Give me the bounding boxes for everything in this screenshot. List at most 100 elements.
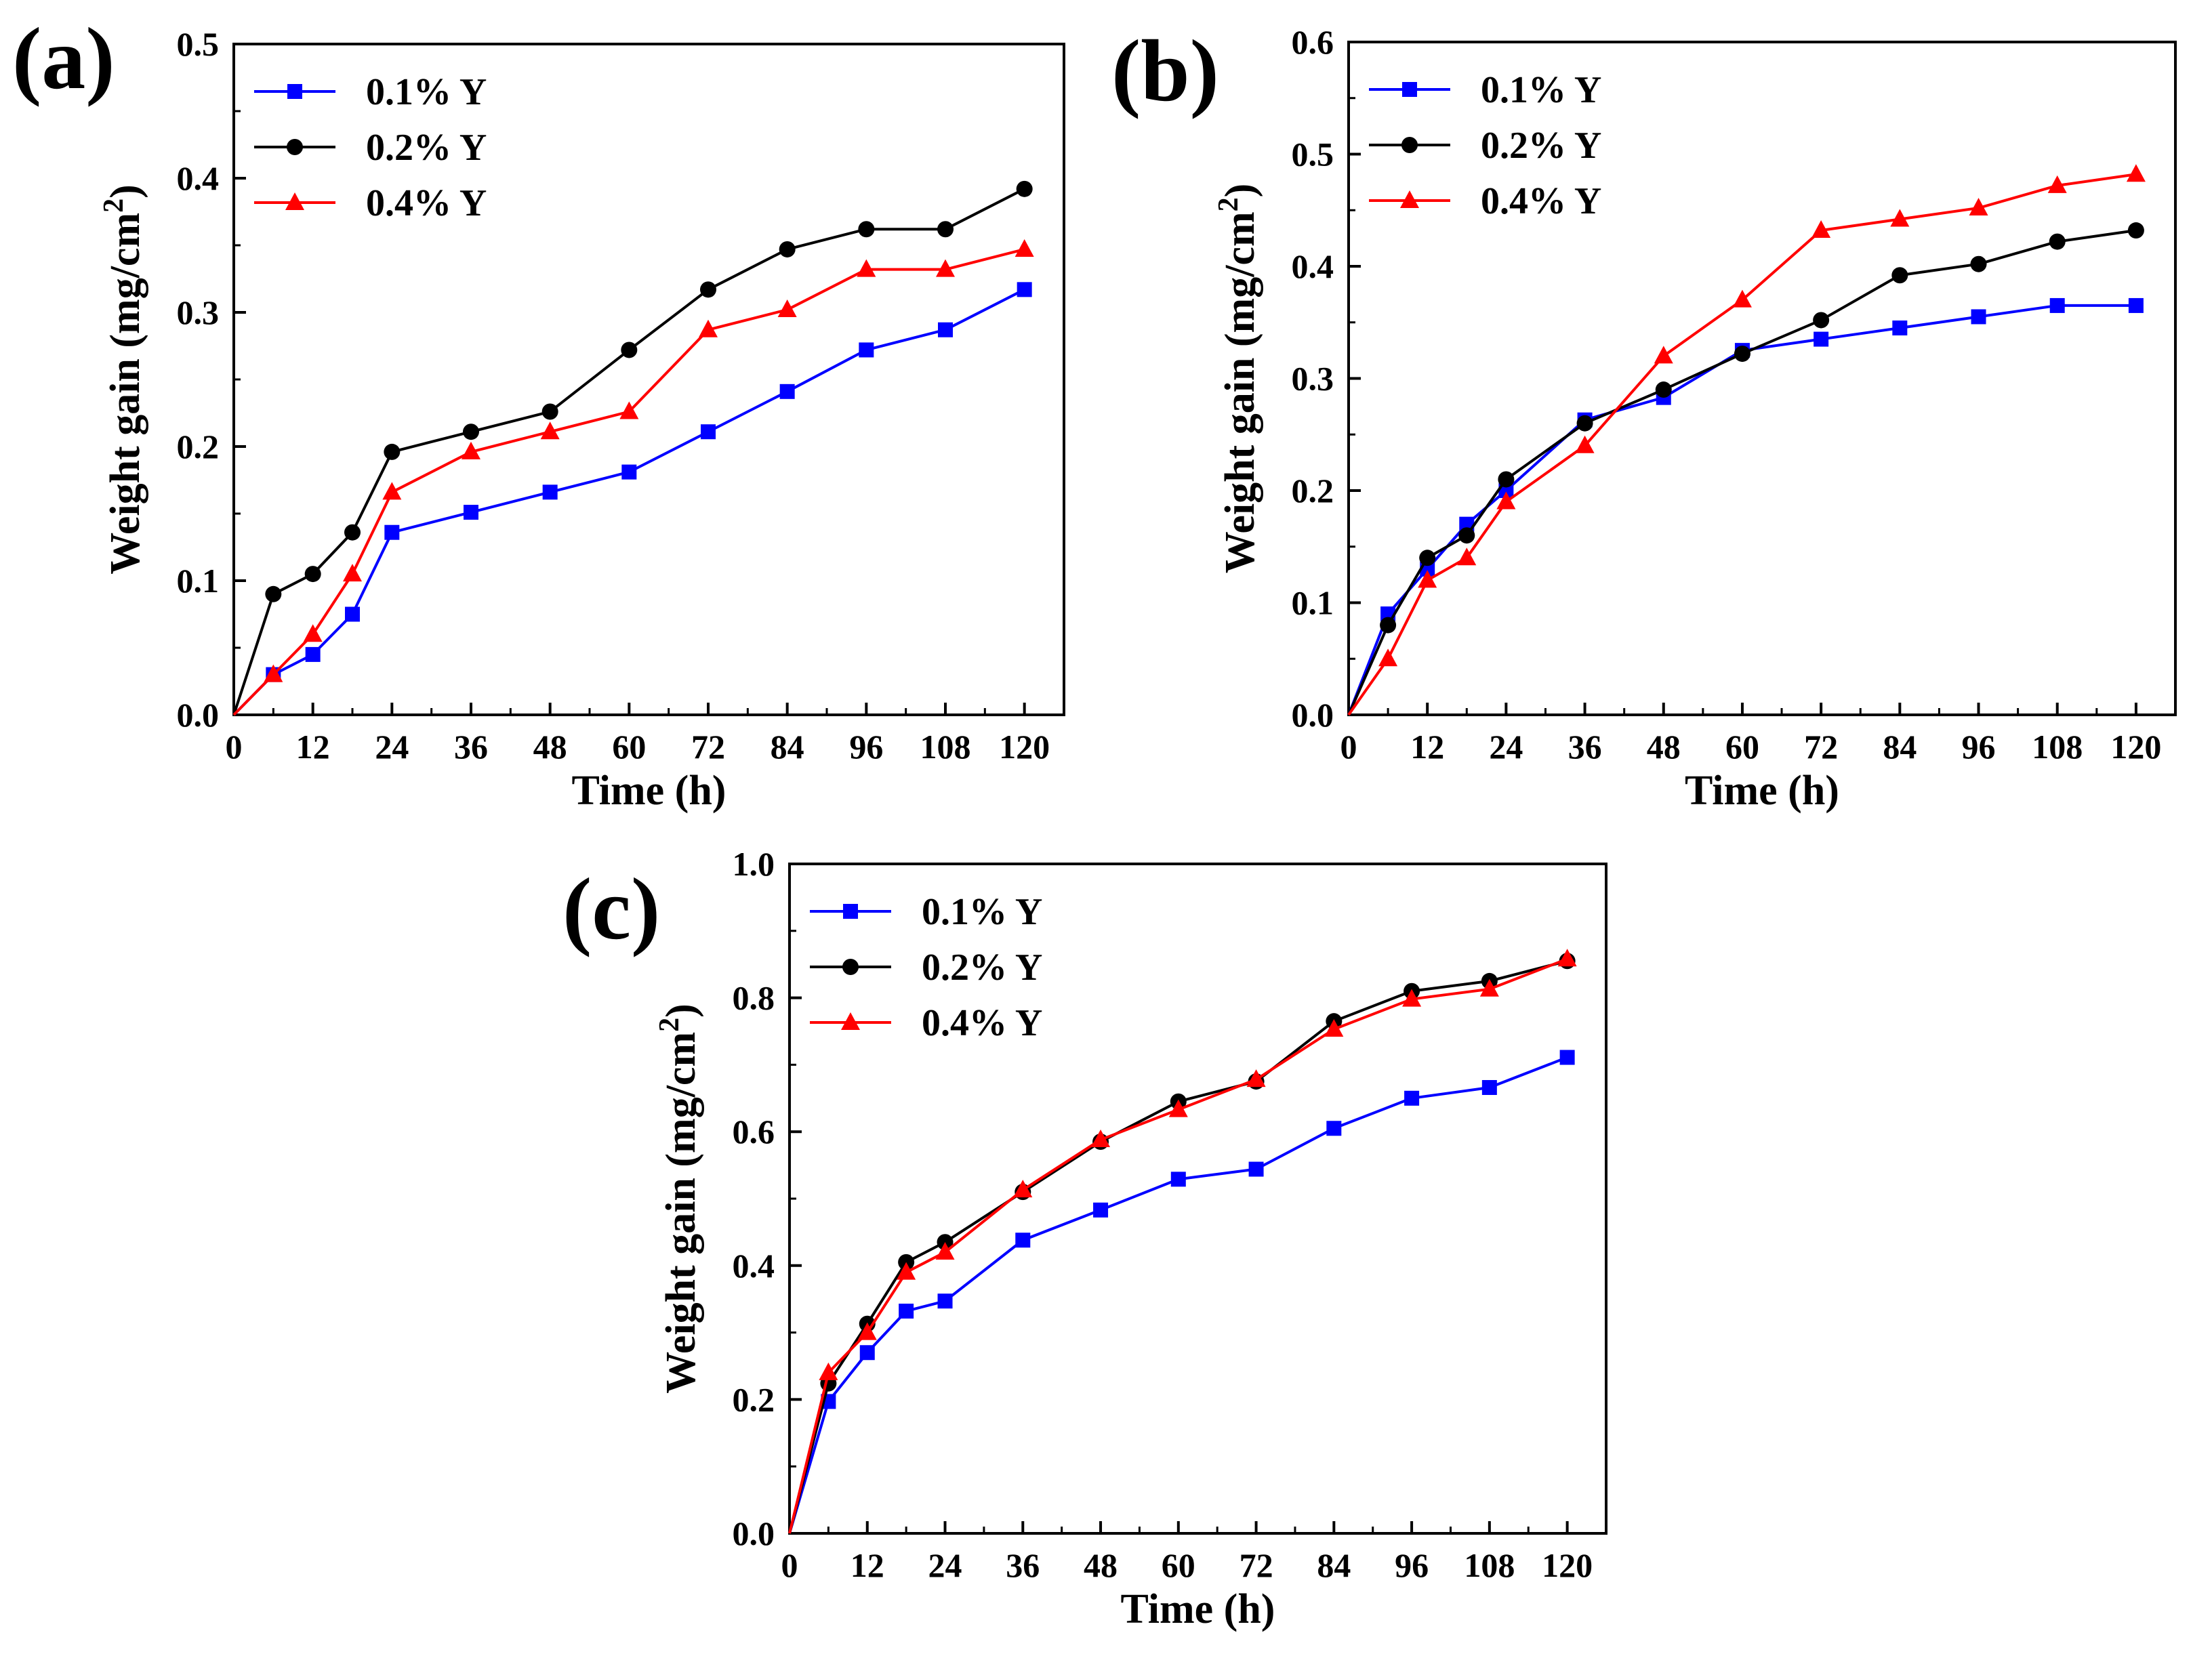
plot-frame xyxy=(788,863,1607,1535)
data-point xyxy=(541,403,558,420)
y-axis-title: Weight gain (mg/cm2) xyxy=(1213,184,1263,574)
legend-label: 0.2% Y xyxy=(922,947,1042,989)
x-tick-label: 120 xyxy=(2110,728,2161,766)
y-axis-title-main: Weight gain (mg/cm xyxy=(1217,211,1263,573)
y-axis-title-main: Weight gain (mg/cm xyxy=(658,1032,704,1394)
data-point xyxy=(937,221,954,238)
data-point xyxy=(1015,1233,1031,1248)
data-point xyxy=(1170,1172,1186,1187)
data-point xyxy=(384,443,401,460)
y-axis-title-close: ) xyxy=(658,1003,704,1018)
y-tick-label: 0.1 xyxy=(177,562,220,600)
x-tick-label: 84 xyxy=(771,728,804,766)
x-tick-label: 120 xyxy=(1542,1546,1593,1584)
data-point xyxy=(305,646,321,662)
data-point xyxy=(1970,255,1987,272)
legend-label: 0.2% Y xyxy=(366,127,487,169)
data-point xyxy=(1891,267,1908,284)
data-point xyxy=(1498,471,1515,488)
x-axis-title: Time (h) xyxy=(1685,768,1839,814)
y-axis-title-superscript: 2 xyxy=(654,1018,685,1032)
panel-label: (c) xyxy=(562,861,660,958)
data-point xyxy=(1813,312,1830,329)
y-tick-label: 0.3 xyxy=(1292,360,1334,398)
y-tick-label: 0.0 xyxy=(177,696,220,734)
data-point xyxy=(1418,570,1437,588)
data-point xyxy=(935,1242,955,1260)
data-point xyxy=(859,1345,875,1361)
y-tick-label: 0.8 xyxy=(733,979,775,1017)
data-point xyxy=(2127,222,2144,239)
legend-label: 0.1% Y xyxy=(366,71,487,113)
data-point xyxy=(1576,415,1593,432)
data-point xyxy=(938,322,953,337)
data-point xyxy=(1419,550,1436,566)
data-point xyxy=(1559,1050,1575,1065)
data-point xyxy=(1732,289,1752,308)
data-point xyxy=(1734,346,1750,363)
y-axis-title: Weight gain (mg/cm2) xyxy=(654,1003,704,1394)
legend-marker xyxy=(843,904,858,919)
data-point xyxy=(1326,1121,1342,1136)
legend-label: 0.4% Y xyxy=(1481,180,1601,222)
x-tick-label: 0 xyxy=(1340,728,1357,766)
plot-frame xyxy=(1347,41,2177,716)
data-point xyxy=(1575,435,1595,453)
x-tick-label: 36 xyxy=(454,728,488,766)
y-tick-label: 0.4 xyxy=(733,1247,775,1285)
y-tick-label: 0.3 xyxy=(177,293,220,331)
data-point xyxy=(1971,309,1986,325)
panel-label: (b) xyxy=(1111,22,1219,120)
data-point xyxy=(1557,949,1577,967)
data-point xyxy=(2047,175,2067,193)
data-point xyxy=(1481,1079,1497,1095)
data-point xyxy=(1890,209,1910,227)
x-axis-title: Time (h) xyxy=(1121,1586,1275,1632)
y-tick-label: 1.0 xyxy=(733,845,775,883)
series-line-3 xyxy=(1347,173,2137,716)
legend-marker xyxy=(842,959,859,975)
x-tick-label: 72 xyxy=(691,728,725,766)
data-point xyxy=(699,319,718,337)
y-tick-label: 0.2 xyxy=(1292,472,1334,510)
x-tick-label: 84 xyxy=(1317,1546,1351,1584)
data-point xyxy=(344,524,361,541)
legend-label: 0.4% Y xyxy=(366,182,487,224)
data-point xyxy=(464,505,478,520)
data-point xyxy=(1016,180,1033,197)
chart-panel-c: (c) 0 12 24 36 48 60 72 84 96 108 120 0.0 0.2 0.4 0.6 0.… xyxy=(562,845,1607,1632)
data-point xyxy=(1378,648,1398,667)
data-point xyxy=(1246,1069,1266,1088)
y-tick-label: 0.2 xyxy=(177,428,220,465)
series-line-3 xyxy=(232,248,1025,716)
data-point xyxy=(1458,527,1475,544)
x-tick-label: 12 xyxy=(296,728,330,766)
x-tick-label: 120 xyxy=(999,728,1050,766)
data-point xyxy=(304,566,321,583)
y-tick-label: 0.5 xyxy=(1292,136,1334,173)
x-tick-label: 0 xyxy=(781,1546,798,1584)
legend-marker xyxy=(1401,137,1418,153)
data-point xyxy=(1892,320,1908,336)
data-point xyxy=(2128,297,2144,313)
x-tick-label: 96 xyxy=(1962,728,1996,766)
data-point xyxy=(2126,164,2146,182)
data-point xyxy=(1457,547,1477,566)
y-tick-label: 0.6 xyxy=(733,1113,775,1151)
data-point xyxy=(1654,346,1673,364)
x-axis-title: Time (h) xyxy=(572,768,726,814)
data-point xyxy=(1091,1130,1111,1148)
data-point xyxy=(540,421,560,440)
legend-label: 0.2% Y xyxy=(1481,125,1601,167)
y-axis-title-superscript: 2 xyxy=(98,199,129,213)
series-line-1 xyxy=(1347,304,2136,716)
data-point xyxy=(859,342,874,358)
y-tick-label: 0.4 xyxy=(177,159,220,197)
data-point xyxy=(384,524,400,540)
data-point xyxy=(1811,220,1831,239)
data-point xyxy=(937,1293,953,1309)
data-point xyxy=(1969,197,1988,215)
x-tick-label: 12 xyxy=(851,1546,884,1584)
data-point xyxy=(701,424,716,440)
